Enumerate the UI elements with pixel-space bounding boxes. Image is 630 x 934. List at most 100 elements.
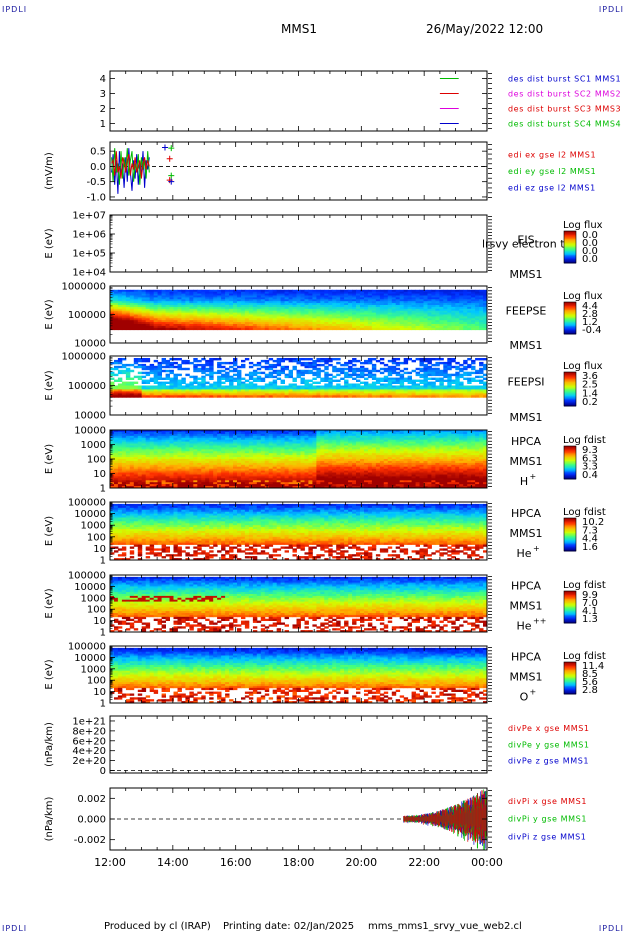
- heatmap-cell: [125, 466, 131, 469]
- heatmap-cell: [173, 470, 178, 473]
- heatmap-cell: [447, 295, 452, 298]
- colorbar-cell: [564, 384, 576, 387]
- heatmap-cell: [348, 324, 353, 327]
- heatmap-cell: [320, 318, 325, 321]
- heatmap-cell: [423, 306, 428, 310]
- heatmap-cell: [205, 460, 210, 464]
- heatmap-cell: [121, 474, 127, 477]
- heatmap-cell: [237, 387, 242, 390]
- colorbar-frame: [563, 301, 577, 335]
- heatmap-cell: [367, 395, 373, 398]
- heatmap-cell: [177, 480, 182, 483]
- heatmap-cell: [352, 297, 357, 300]
- heatmap-cell: [387, 367, 393, 371]
- heatmap-cell: [483, 325, 488, 329]
- heatmap-cell: [233, 393, 238, 396]
- heatmap-cell: [244, 308, 250, 312]
- heatmap-cell: [237, 451, 242, 454]
- heatmap-cell: [300, 327, 305, 331]
- heatmap-cell: [157, 301, 162, 304]
- heatmap-cell: [304, 324, 309, 327]
- heatmap-cell: [248, 297, 254, 300]
- heatmap-cell: [312, 293, 317, 296]
- heatmap-cell: [161, 289, 166, 293]
- heatmap-cell: [383, 363, 389, 367]
- heatmap-cell: [451, 289, 456, 293]
- heatmap-cell: [205, 449, 210, 452]
- heatmap-cell: [233, 318, 238, 321]
- heatmap-cell: [221, 385, 226, 388]
- heatmap-cell: [149, 316, 155, 319]
- heatmap-cell: [213, 389, 218, 392]
- heatmap-cell: [173, 468, 178, 471]
- heatmap-cell: [244, 478, 250, 481]
- heatmap-cell: [280, 291, 285, 294]
- heatmap-cell: [149, 308, 155, 312]
- heatmap-cell: [121, 391, 127, 394]
- heatmap-cell: [407, 297, 412, 300]
- heatmap-cell: [475, 385, 480, 388]
- heatmap-cell: [233, 482, 238, 485]
- heatmap-cell: [352, 299, 357, 302]
- heatmap-cell: [280, 325, 285, 329]
- heatmap-cell: [125, 387, 131, 390]
- heatmap-cell: [272, 375, 278, 379]
- heatmap-cell: [221, 443, 226, 446]
- heatmap-cell: [181, 320, 186, 323]
- heatmap-cell: [435, 297, 440, 300]
- heatmap-cell: [455, 387, 460, 390]
- heatmap-cell: [189, 305, 194, 308]
- heatmap-cell: [177, 291, 182, 294]
- heatmap-cell: [479, 371, 484, 375]
- heatmap-cell: [149, 320, 155, 323]
- heatmap-cell: [137, 441, 143, 444]
- heatmap-cell: [137, 365, 143, 369]
- heatmap-cell: [181, 381, 186, 384]
- heatmap-cell: [316, 295, 321, 298]
- heatmap-cell: [177, 322, 182, 325]
- heatmap-cell: [431, 297, 436, 300]
- heatmap-cell: [387, 306, 393, 310]
- heatmap-cell: [221, 447, 226, 450]
- spacecraft-label: MMS1: [510, 268, 543, 281]
- heatmap-cell: [165, 293, 170, 296]
- heatmap-cell: [328, 373, 333, 377]
- heatmap-cell: [173, 439, 178, 442]
- heatmap-cell: [241, 445, 246, 448]
- heatmap-cell: [451, 314, 456, 317]
- heatmap-cell: [153, 455, 159, 458]
- heatmap-cell: [455, 320, 460, 323]
- heatmap-cell: [260, 377, 266, 380]
- heatmap-cell: [213, 455, 218, 458]
- heatmap-cell: [213, 310, 218, 313]
- heatmap-cell: [375, 314, 381, 317]
- heatmap-cell: [403, 371, 409, 375]
- heatmap-cell: [244, 486, 250, 489]
- heatmap-cell: [165, 484, 170, 487]
- heatmap-cell: [161, 476, 166, 479]
- heatmap-cell: [248, 435, 254, 439]
- heatmap-cell: [276, 305, 282, 308]
- heatmap-cell: [288, 301, 293, 304]
- heatmap-cell: [364, 316, 369, 319]
- heatmap-cell: [173, 395, 178, 398]
- heatmap-cell: [451, 305, 456, 308]
- heatmap-cell: [153, 320, 159, 323]
- heatmap-cell: [455, 365, 460, 369]
- heatmap-cell: [272, 383, 278, 386]
- heatmap-cell: [201, 312, 206, 315]
- heatmap-cell: [193, 480, 198, 483]
- heatmap-cell: [185, 314, 190, 317]
- heatmap-cell: [387, 371, 393, 375]
- heatmap-cell: [256, 327, 262, 331]
- heatmap-cell: [348, 320, 353, 323]
- heatmap-cell: [332, 327, 337, 331]
- heatmap-cell: [225, 466, 230, 469]
- heatmap-cell: [133, 462, 139, 466]
- heatmap-cell: [114, 373, 119, 377]
- heatmap-cell: [121, 476, 127, 479]
- heatmap-cell: [383, 303, 389, 306]
- heatmap-cell: [288, 291, 293, 294]
- heatmap-cell: [121, 439, 127, 442]
